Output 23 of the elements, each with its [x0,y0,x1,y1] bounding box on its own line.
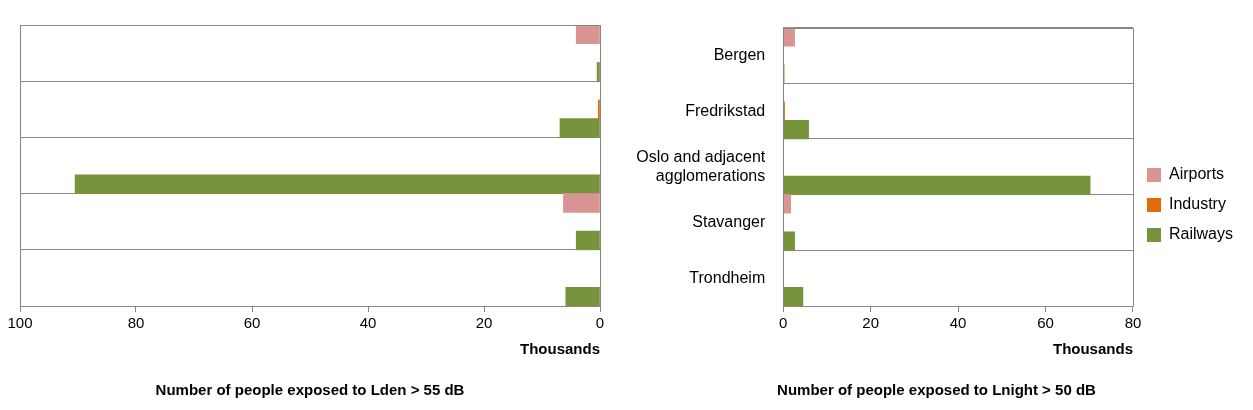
text: Number of people exposed to Lden > 55 dB [155,381,465,399]
x-tick-label: 20 [862,314,880,332]
x-tick-label: 0 [595,314,605,332]
y-tick-label: Fredrikstad [685,101,766,119]
x-axis-title: Thousands [1052,339,1133,357]
legend-label: Industry [1168,195,1226,213]
legend-label: Airports [1168,165,1225,183]
x-tick-label: 40 [359,314,377,332]
x-tick-label: 60 [1037,314,1054,332]
x-tick-label: 0 [779,314,788,332]
x-tick-label: 40 [949,314,967,332]
x-tick-label: 80 [127,314,145,332]
y-tick-label: Bergen [713,45,766,63]
x-tick-label: 60 [243,314,261,332]
x-axis-title: Thousands [519,339,600,357]
x-tick-label: 20 [475,314,493,332]
x-tick-label: 100 [7,314,33,332]
text: Number of people exposed to Lnight > 50 dB [777,381,1097,399]
y-tick-label: Stavanger [692,212,766,230]
y-tick-label: Oslo and adjacent agglomerations [636,147,766,184]
x-tick-label: 80 [1124,314,1142,332]
y-tick-label: Trondheim [689,268,766,286]
legend-label: Railways [1168,225,1233,243]
